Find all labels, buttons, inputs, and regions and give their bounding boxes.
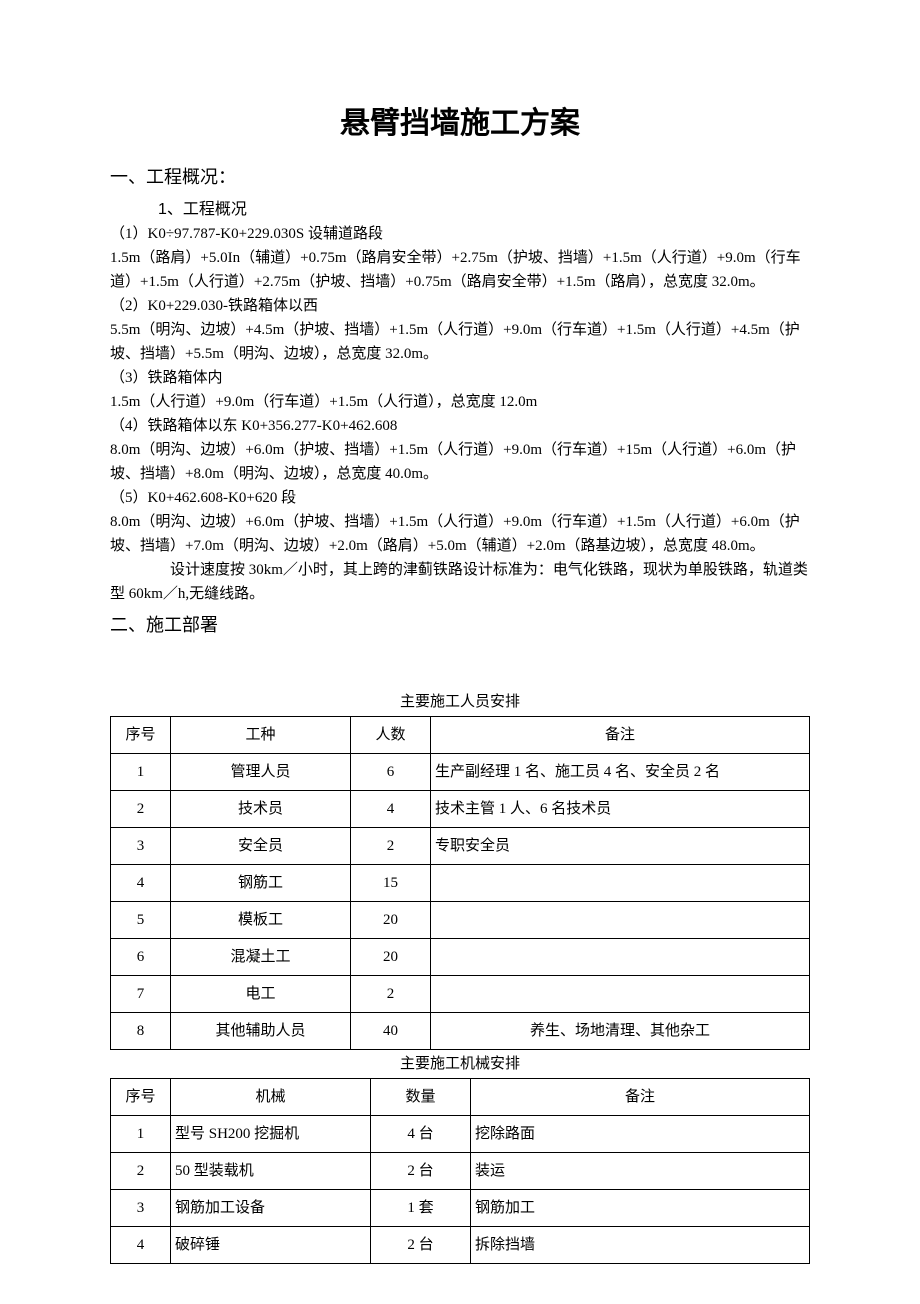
cell: 破碎锤 bbox=[171, 1227, 371, 1264]
cell: 20 bbox=[351, 939, 431, 976]
header-cell: 机械 bbox=[171, 1079, 371, 1116]
cell: 4 bbox=[111, 865, 171, 902]
table-row: 6 混凝土工 20 bbox=[111, 939, 810, 976]
cell bbox=[431, 939, 810, 976]
design-note: 设计速度按 30km／小时，其上跨的津蓟铁路设计标准为：电气化铁路，现状为单股铁… bbox=[110, 558, 810, 606]
cell: 电工 bbox=[171, 976, 351, 1013]
personnel-table: 序号 工种 人数 备注 1 管理人员 6 生产副经理 1 名、施工员 4 名、安… bbox=[110, 716, 810, 1050]
cell: 7 bbox=[111, 976, 171, 1013]
cell: 15 bbox=[351, 865, 431, 902]
cell bbox=[431, 976, 810, 1013]
cell: 钢筋加工设备 bbox=[171, 1190, 371, 1227]
item-5-body: 8.0m（明沟、边坡）+6.0m（护坡、挡墙）+1.5m（人行道）+9.0m（行… bbox=[110, 510, 810, 558]
cell: 2 bbox=[111, 1153, 171, 1190]
table-row: 5 模板工 20 bbox=[111, 902, 810, 939]
table-row: 7 电工 2 bbox=[111, 976, 810, 1013]
cell: 4 bbox=[351, 791, 431, 828]
cell: 管理人员 bbox=[171, 754, 351, 791]
table-row: 4 钢筋工 15 bbox=[111, 865, 810, 902]
table-row: 2 50 型装载机 2 台 装运 bbox=[111, 1153, 810, 1190]
section-1-sub: 1、工程概况 bbox=[158, 197, 810, 223]
header-cell: 工种 bbox=[171, 717, 351, 754]
cell: 1 bbox=[111, 754, 171, 791]
cell: 8 bbox=[111, 1013, 171, 1050]
cell: 生产副经理 1 名、施工员 4 名、安全员 2 名 bbox=[431, 754, 810, 791]
cell: 技术主管 1 人、6 名技术员 bbox=[431, 791, 810, 828]
cell: 6 bbox=[351, 754, 431, 791]
cell: 3 bbox=[111, 828, 171, 865]
section-1-heading: 一、工程概况： bbox=[110, 163, 810, 192]
page-title: 悬臂挡墙施工方案 bbox=[110, 100, 810, 148]
cell: 2 bbox=[351, 828, 431, 865]
item-1-body: 1.5m（路肩）+5.0In（辅道）+0.75m（路肩安全带）+2.75m（护坡… bbox=[110, 246, 810, 294]
cell: 钢筋工 bbox=[171, 865, 351, 902]
table-header-row: 序号 机械 数量 备注 bbox=[111, 1079, 810, 1116]
cell: 3 bbox=[111, 1190, 171, 1227]
table-row: 2 技术员 4 技术主管 1 人、6 名技术员 bbox=[111, 791, 810, 828]
spacer bbox=[110, 645, 810, 670]
cell: 1 bbox=[111, 1116, 171, 1153]
table-2-caption: 主要施工机械安排 bbox=[110, 1052, 810, 1076]
cell: 其他辅助人员 bbox=[171, 1013, 351, 1050]
machinery-table: 序号 机械 数量 备注 1 型号 SH200 挖掘机 4 台 挖除路面 2 50… bbox=[110, 1078, 810, 1264]
item-5-label: （5）K0+462.608-K0+620 段 bbox=[110, 486, 810, 510]
cell: 技术员 bbox=[171, 791, 351, 828]
cell: 拆除挡墙 bbox=[471, 1227, 810, 1264]
cell: 4 台 bbox=[371, 1116, 471, 1153]
cell: 50 型装载机 bbox=[171, 1153, 371, 1190]
cell bbox=[431, 865, 810, 902]
table-header-row: 序号 工种 人数 备注 bbox=[111, 717, 810, 754]
cell: 模板工 bbox=[171, 902, 351, 939]
cell: 型号 SH200 挖掘机 bbox=[171, 1116, 371, 1153]
item-4-label: （4）铁路箱体以东 K0+356.277-K0+462.608 bbox=[110, 414, 810, 438]
header-cell: 数量 bbox=[371, 1079, 471, 1116]
item-3-label: （3）铁路箱体内 bbox=[110, 366, 810, 390]
header-cell: 序号 bbox=[111, 1079, 171, 1116]
cell: 40 bbox=[351, 1013, 431, 1050]
cell bbox=[431, 902, 810, 939]
header-cell: 人数 bbox=[351, 717, 431, 754]
cell: 5 bbox=[111, 902, 171, 939]
table-1-caption: 主要施工人员安排 bbox=[110, 690, 810, 714]
cell: 钢筋加工 bbox=[471, 1190, 810, 1227]
table-row: 8 其他辅助人员 40 养生、场地清理、其他杂工 bbox=[111, 1013, 810, 1050]
table-row: 1 管理人员 6 生产副经理 1 名、施工员 4 名、安全员 2 名 bbox=[111, 754, 810, 791]
cell: 6 bbox=[111, 939, 171, 976]
header-cell: 备注 bbox=[431, 717, 810, 754]
table-row: 3 钢筋加工设备 1 套 钢筋加工 bbox=[111, 1190, 810, 1227]
item-1-label: （1）K0÷97.787-K0+229.030S 设辅道路段 bbox=[110, 222, 810, 246]
cell: 2 台 bbox=[371, 1227, 471, 1264]
item-2-label: （2）K0+229.030-铁路箱体以西 bbox=[110, 294, 810, 318]
header-cell: 序号 bbox=[111, 717, 171, 754]
cell: 20 bbox=[351, 902, 431, 939]
item-4-body: 8.0m（明沟、边坡）+6.0m（护坡、挡墙）+1.5m（人行道）+9.0m（行… bbox=[110, 438, 810, 486]
cell: 2 bbox=[351, 976, 431, 1013]
cell: 2 bbox=[111, 791, 171, 828]
table-row: 1 型号 SH200 挖掘机 4 台 挖除路面 bbox=[111, 1116, 810, 1153]
cell: 装运 bbox=[471, 1153, 810, 1190]
cell: 4 bbox=[111, 1227, 171, 1264]
cell: 混凝土工 bbox=[171, 939, 351, 976]
cell: 1 套 bbox=[371, 1190, 471, 1227]
item-3-body: 1.5m（人行道）+9.0m（行车道）+1.5m（人行道），总宽度 12.0m bbox=[110, 390, 810, 414]
cell: 养生、场地清理、其他杂工 bbox=[431, 1013, 810, 1050]
item-2-body: 5.5m（明沟、边坡）+4.5m（护坡、挡墙）+1.5m（人行道）+9.0m（行… bbox=[110, 318, 810, 366]
cell: 挖除路面 bbox=[471, 1116, 810, 1153]
cell: 2 台 bbox=[371, 1153, 471, 1190]
table-row: 3 安全员 2 专职安全员 bbox=[111, 828, 810, 865]
cell: 安全员 bbox=[171, 828, 351, 865]
section-2-heading: 二、施工部署 bbox=[110, 611, 810, 640]
table-row: 4 破碎锤 2 台 拆除挡墙 bbox=[111, 1227, 810, 1264]
header-cell: 备注 bbox=[471, 1079, 810, 1116]
cell: 专职安全员 bbox=[431, 828, 810, 865]
